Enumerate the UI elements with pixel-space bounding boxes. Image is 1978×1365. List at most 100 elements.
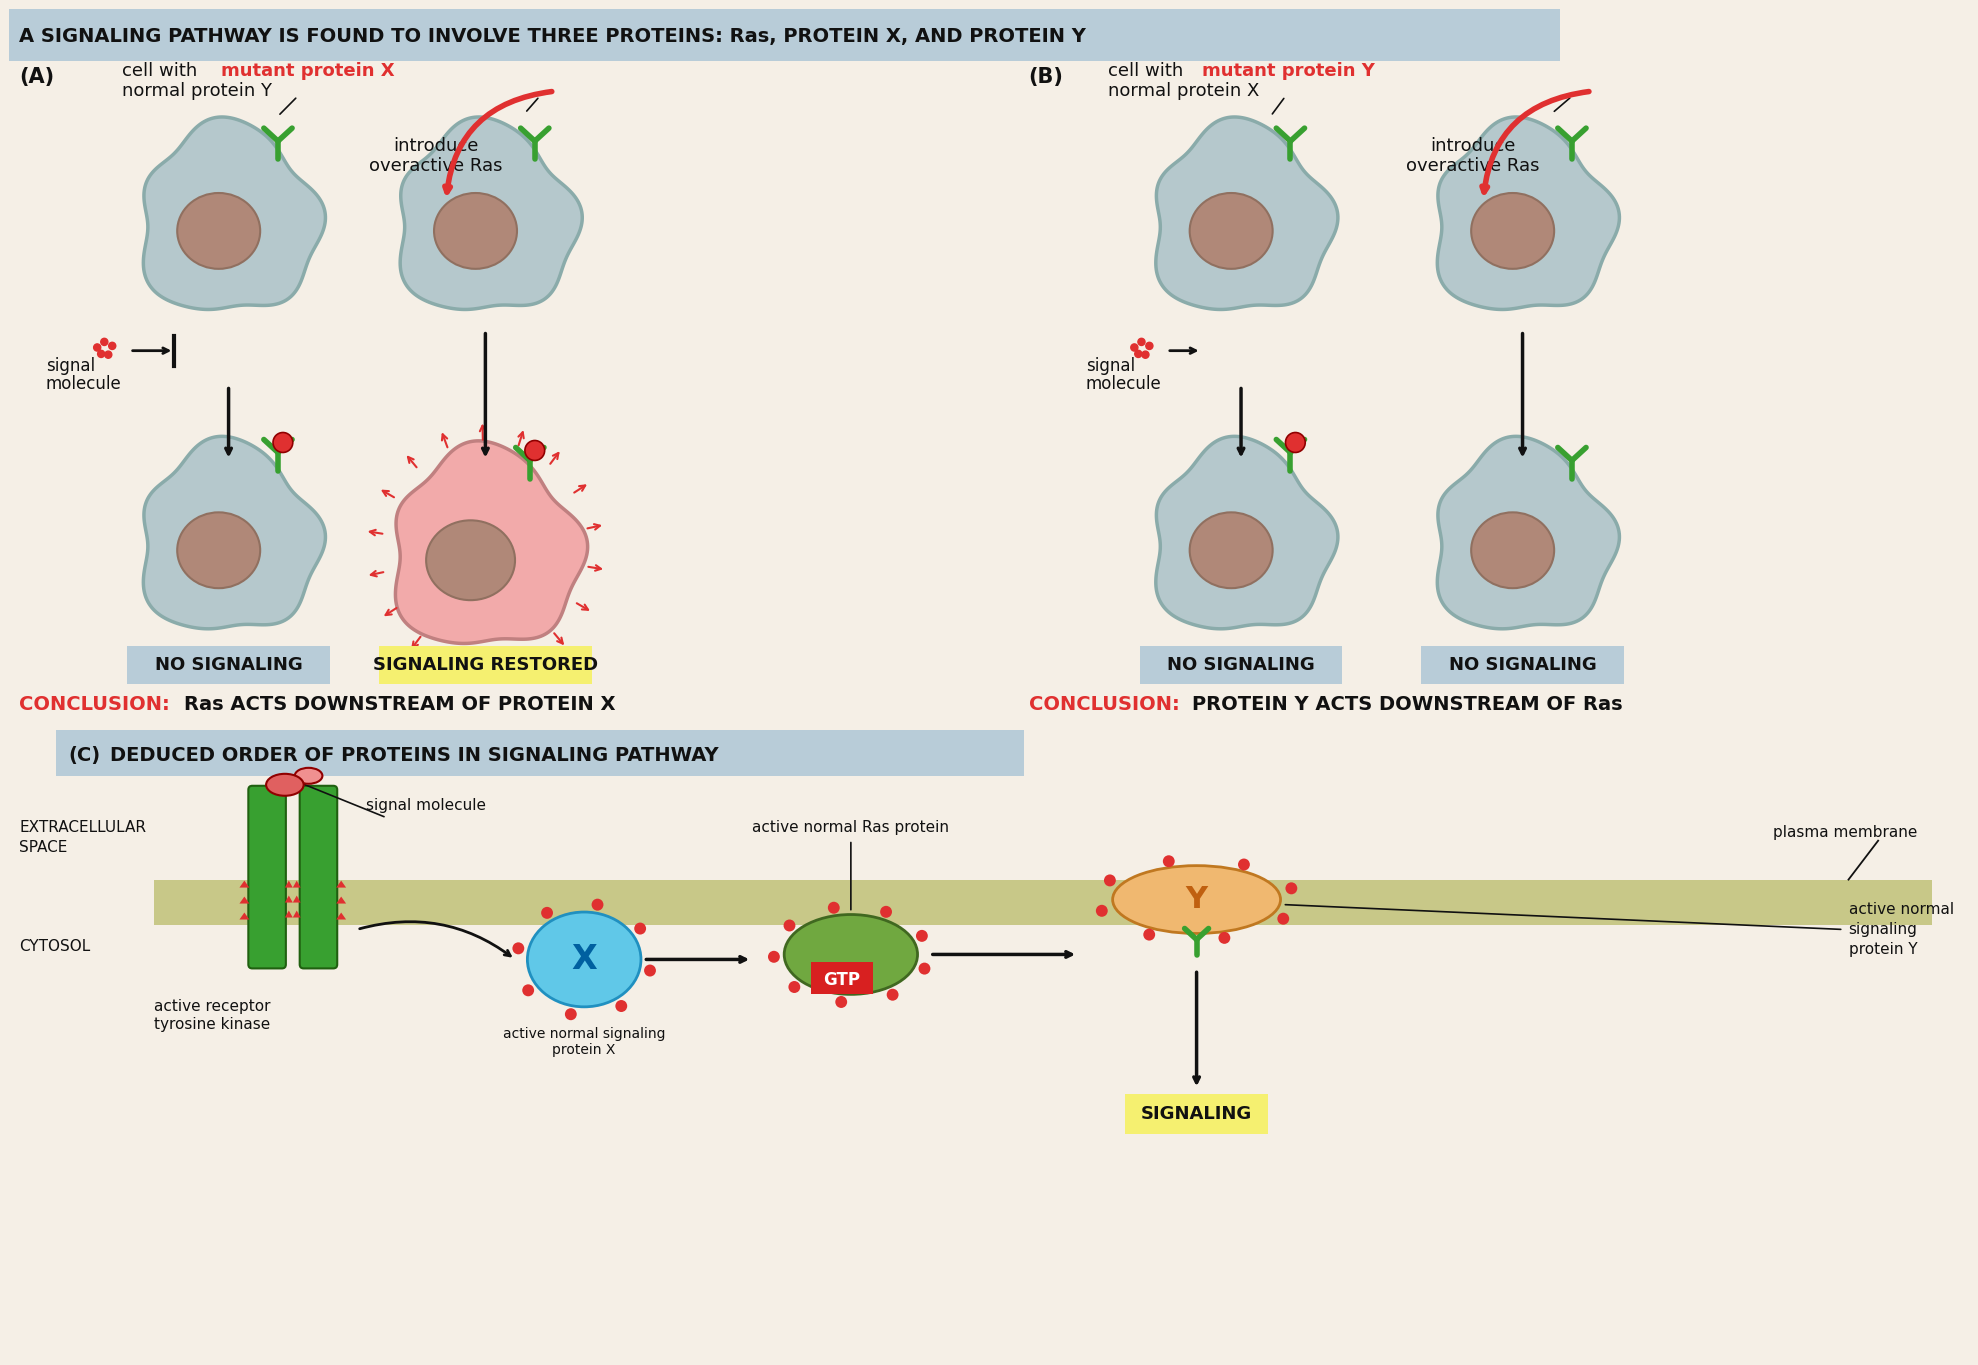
Ellipse shape — [178, 192, 261, 269]
Polygon shape — [285, 880, 293, 887]
Polygon shape — [293, 895, 301, 902]
Text: Ras ACTS DOWNSTREAM OF PROTEIN X: Ras ACTS DOWNSTREAM OF PROTEIN X — [184, 695, 615, 714]
Polygon shape — [142, 437, 326, 629]
Polygon shape — [285, 910, 293, 917]
Text: mutant protein X: mutant protein X — [222, 63, 394, 81]
Circle shape — [522, 984, 534, 996]
Polygon shape — [239, 897, 249, 904]
Circle shape — [273, 433, 293, 452]
Text: GTP: GTP — [823, 972, 860, 990]
Ellipse shape — [783, 915, 918, 994]
Polygon shape — [293, 880, 301, 887]
Circle shape — [1096, 905, 1108, 917]
Circle shape — [835, 996, 847, 1007]
Circle shape — [1218, 932, 1230, 943]
Text: CONCLUSION:: CONCLUSION: — [1029, 695, 1187, 714]
Circle shape — [886, 988, 898, 1001]
Text: active normal signaling: active normal signaling — [502, 1028, 665, 1041]
Circle shape — [101, 339, 109, 345]
Text: signal: signal — [1086, 356, 1135, 374]
Text: overactive Ras: overactive Ras — [1406, 157, 1541, 175]
Text: normal protein X: normal protein X — [1108, 82, 1260, 100]
Text: SIGNALING: SIGNALING — [1141, 1106, 1252, 1123]
Circle shape — [512, 942, 524, 954]
Circle shape — [105, 351, 113, 358]
Polygon shape — [239, 880, 249, 887]
Text: mutant protein Y: mutant protein Y — [1201, 63, 1375, 81]
Circle shape — [524, 441, 544, 460]
Polygon shape — [336, 897, 346, 904]
Circle shape — [1141, 351, 1149, 358]
Ellipse shape — [1189, 512, 1272, 588]
Ellipse shape — [528, 912, 641, 1007]
Text: tyrosine kinase: tyrosine kinase — [154, 1017, 271, 1032]
Text: active receptor: active receptor — [154, 999, 271, 1014]
Polygon shape — [293, 910, 301, 917]
Polygon shape — [1438, 117, 1620, 310]
Text: Y: Y — [1185, 885, 1209, 915]
Text: SIGNALING RESTORED: SIGNALING RESTORED — [372, 657, 597, 674]
Text: NO SIGNALING: NO SIGNALING — [1448, 657, 1596, 674]
Circle shape — [97, 351, 105, 358]
Ellipse shape — [295, 768, 322, 784]
Text: PROTEIN Y ACTS DOWNSTREAM OF Ras: PROTEIN Y ACTS DOWNSTREAM OF Ras — [1191, 695, 1622, 714]
Ellipse shape — [425, 520, 514, 601]
FancyBboxPatch shape — [127, 646, 330, 684]
Circle shape — [1131, 344, 1137, 351]
Circle shape — [767, 951, 779, 962]
Circle shape — [591, 898, 603, 910]
Polygon shape — [1438, 437, 1620, 629]
Text: plasma membrane: plasma membrane — [1772, 824, 1917, 839]
Text: protein Y: protein Y — [1849, 942, 1917, 957]
Polygon shape — [1155, 117, 1337, 310]
Text: active normal Ras protein: active normal Ras protein — [752, 820, 949, 835]
Circle shape — [1286, 433, 1305, 452]
FancyBboxPatch shape — [1422, 646, 1624, 684]
Circle shape — [880, 906, 892, 917]
Circle shape — [566, 1009, 578, 1020]
Text: NO SIGNALING: NO SIGNALING — [1167, 657, 1315, 674]
Text: protein X: protein X — [552, 1043, 615, 1058]
Ellipse shape — [1189, 192, 1272, 269]
Ellipse shape — [178, 512, 261, 588]
Circle shape — [93, 344, 101, 351]
Ellipse shape — [267, 774, 305, 796]
Ellipse shape — [1472, 512, 1555, 588]
FancyBboxPatch shape — [249, 786, 287, 968]
Text: A SIGNALING PATHWAY IS FOUND TO INVOLVE THREE PROTEINS: Ras, PROTEIN X, AND PROT: A SIGNALING PATHWAY IS FOUND TO INVOLVE … — [20, 27, 1086, 46]
Text: NO SIGNALING: NO SIGNALING — [154, 657, 303, 674]
FancyBboxPatch shape — [380, 646, 591, 684]
Polygon shape — [285, 895, 293, 902]
Text: CONCLUSION:: CONCLUSION: — [20, 695, 176, 714]
FancyBboxPatch shape — [301, 786, 336, 968]
Polygon shape — [396, 441, 587, 643]
Polygon shape — [400, 117, 582, 310]
Circle shape — [1163, 856, 1175, 867]
Circle shape — [1137, 339, 1145, 345]
Circle shape — [542, 906, 554, 919]
Circle shape — [1238, 859, 1250, 871]
Text: normal protein Y: normal protein Y — [123, 82, 271, 100]
Polygon shape — [239, 913, 249, 920]
Circle shape — [829, 902, 841, 913]
Circle shape — [109, 343, 117, 349]
Circle shape — [615, 1001, 627, 1011]
Text: DEDUCED ORDER OF PROTEINS IN SIGNALING PATHWAY: DEDUCED ORDER OF PROTEINS IN SIGNALING P… — [111, 747, 718, 766]
Polygon shape — [336, 880, 346, 887]
Circle shape — [1135, 351, 1141, 358]
Text: molecule: molecule — [45, 374, 121, 393]
FancyBboxPatch shape — [10, 10, 1561, 61]
Circle shape — [1278, 913, 1290, 924]
Circle shape — [1145, 343, 1153, 349]
Text: (C): (C) — [69, 747, 101, 766]
Text: (A): (A) — [20, 67, 53, 87]
Polygon shape — [336, 913, 346, 920]
Circle shape — [783, 920, 795, 931]
Text: signaling: signaling — [1849, 921, 1917, 936]
FancyBboxPatch shape — [1125, 1095, 1268, 1134]
FancyBboxPatch shape — [1139, 646, 1343, 684]
Circle shape — [645, 965, 657, 976]
Ellipse shape — [1112, 865, 1280, 934]
FancyBboxPatch shape — [55, 730, 1025, 775]
Text: signal: signal — [45, 356, 95, 374]
